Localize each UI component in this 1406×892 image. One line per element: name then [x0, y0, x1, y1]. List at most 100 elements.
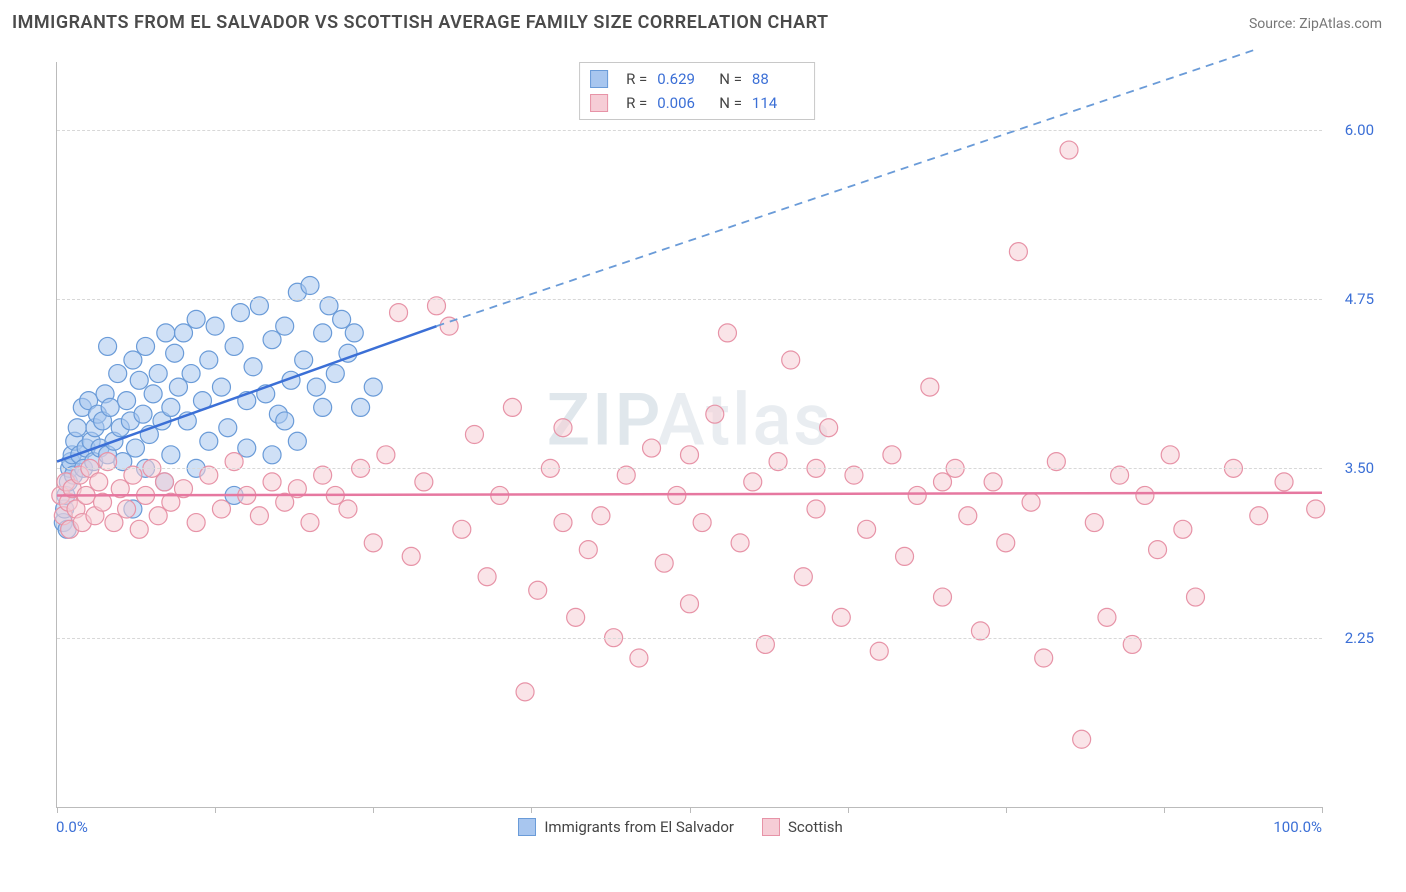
scatter-point — [301, 277, 319, 295]
xlegend-item-pink: Scottish — [762, 818, 843, 836]
scatter-point — [693, 514, 711, 532]
scatter-point — [1307, 500, 1325, 518]
scatter-point — [364, 378, 382, 396]
scatter-point — [718, 324, 736, 342]
r-label: R = — [626, 67, 647, 91]
xlim-min: 0.0% — [56, 818, 88, 836]
scatter-point — [1098, 608, 1116, 626]
scatter-point — [166, 344, 184, 362]
scatter-point — [478, 568, 496, 586]
scatter-point — [364, 534, 382, 552]
scatter-point — [212, 378, 230, 396]
scatter-point — [212, 500, 230, 518]
scatter-point — [263, 446, 281, 464]
plot-area: ZIPAtlas 2.253.504.756.00 — [56, 62, 1322, 808]
scatter-point — [794, 568, 812, 586]
scatter-point — [870, 642, 888, 660]
xtick — [57, 807, 58, 813]
xtick — [373, 807, 374, 813]
scatter-point — [162, 398, 180, 416]
scatter-point — [109, 365, 127, 383]
scatter-point — [244, 358, 262, 376]
scatter-point — [231, 304, 249, 322]
scatter-point — [130, 520, 148, 538]
swatch-pink-icon — [762, 818, 780, 836]
scatter-point — [352, 398, 370, 416]
scatter-point — [149, 365, 167, 383]
scatter-point — [295, 351, 313, 369]
scatter-point — [339, 500, 357, 518]
source-label: Source: ZipAtlas.com — [1249, 16, 1382, 32]
xlegend-label-blue: Immigrants from El Salvador — [544, 818, 734, 836]
scatter-point — [101, 398, 119, 416]
scatter-point — [415, 473, 433, 491]
gridline — [57, 638, 1322, 639]
xtick — [531, 807, 532, 813]
scatter-point — [984, 473, 1002, 491]
scatter-point — [516, 683, 534, 701]
scatter-point — [144, 385, 162, 403]
scatter-point — [124, 351, 142, 369]
scatter-point — [377, 446, 395, 464]
scatter-point — [807, 500, 825, 518]
ytick-label: 3.50 — [1345, 459, 1374, 477]
scatter-point — [908, 486, 926, 504]
stats-row-pink: R = 0.006 N = 114 — [590, 91, 804, 115]
scatter-point — [997, 534, 1015, 552]
scatter-point — [90, 473, 108, 491]
scatter-point — [118, 392, 136, 410]
scatter-point — [187, 310, 205, 328]
r-value-blue: 0.629 — [657, 67, 709, 91]
scatter-point — [681, 446, 699, 464]
scatter-point — [503, 398, 521, 416]
chart-title: IMMIGRANTS FROM EL SALVADOR VS SCOTTISH … — [12, 12, 829, 33]
x-axis-row: 0.0% Immigrants from El Salvador Scottis… — [56, 818, 1322, 836]
scatter-point — [390, 304, 408, 322]
scatter-point — [1161, 446, 1179, 464]
scatter-point — [1275, 473, 1293, 491]
scatter-point — [655, 554, 673, 572]
n-value-blue: 88 — [752, 67, 804, 91]
scatter-point — [934, 473, 952, 491]
scatter-point — [858, 520, 876, 538]
scatter-point — [1060, 141, 1078, 159]
scatter-point — [68, 419, 86, 437]
scatter-point — [206, 317, 224, 335]
scatter-point — [1022, 493, 1040, 511]
scatter-point — [453, 520, 471, 538]
scatter-point — [149, 507, 167, 525]
scatter-point — [1035, 649, 1053, 667]
xtick — [848, 807, 849, 813]
scatter-point — [554, 514, 572, 532]
scatter-point — [157, 324, 175, 342]
scatter-point — [187, 514, 205, 532]
scatter-point — [219, 419, 237, 437]
gridline — [57, 130, 1322, 131]
scatter-point — [465, 426, 483, 444]
scatter-point — [1174, 520, 1192, 538]
swatch-pink-icon — [590, 94, 608, 112]
scatter-point — [137, 337, 155, 355]
chart-header: IMMIGRANTS FROM EL SALVADOR VS SCOTTISH … — [0, 0, 1406, 41]
swatch-blue-icon — [590, 70, 608, 88]
scatter-point — [169, 378, 187, 396]
scatter-point — [630, 649, 648, 667]
scatter-point — [99, 337, 117, 355]
scatter-point — [529, 581, 547, 599]
scatter-point — [118, 500, 136, 518]
scatter-point — [1073, 730, 1091, 748]
n-value-pink: 114 — [752, 91, 804, 115]
ytick-label: 6.00 — [1345, 121, 1374, 139]
scatter-point — [1136, 486, 1154, 504]
scatter-point — [883, 446, 901, 464]
scatter-point — [200, 432, 218, 450]
xtick — [690, 807, 691, 813]
scatter-point — [554, 419, 572, 437]
scatter-point — [333, 310, 351, 328]
scatter-point — [402, 547, 420, 565]
scatter-point — [959, 507, 977, 525]
scatter-point — [896, 547, 914, 565]
scatter-point — [238, 439, 256, 457]
scatter-point — [263, 331, 281, 349]
xtick — [1164, 807, 1165, 813]
